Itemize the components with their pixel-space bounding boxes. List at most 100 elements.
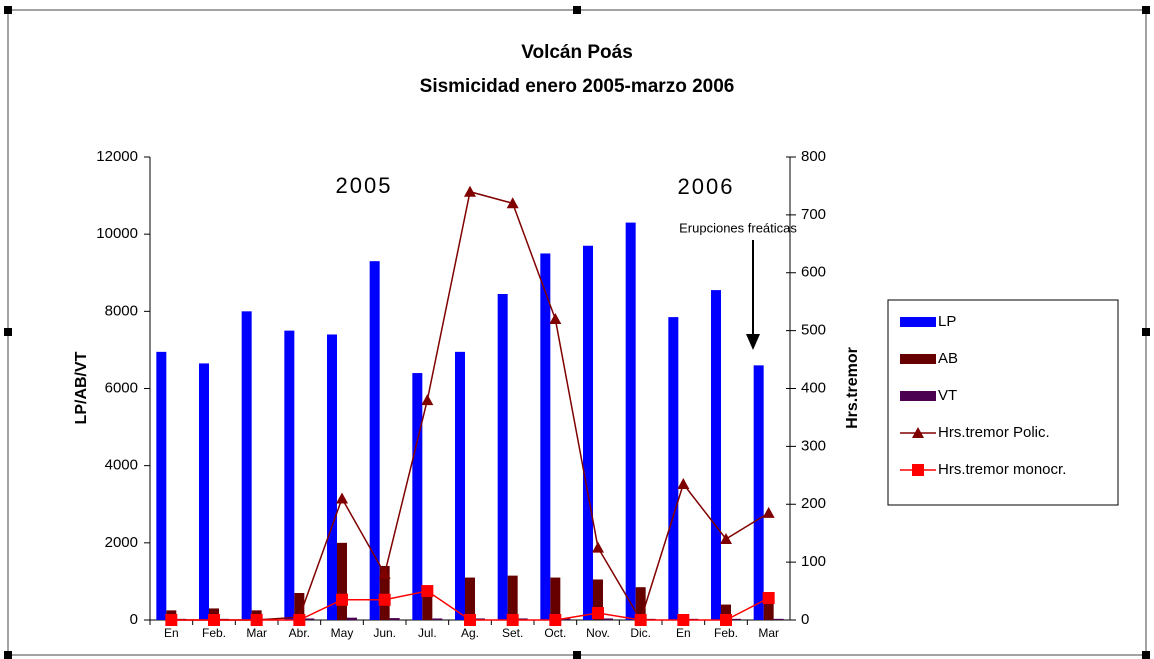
x-tick-label: Oct. [544, 626, 566, 640]
y2-tick-label: 100 [801, 553, 826, 570]
annotation: Erupciones freáticas [679, 220, 797, 235]
marker [421, 394, 434, 406]
marker [549, 614, 562, 626]
annotation: 2006 [678, 174, 735, 199]
bar [560, 618, 571, 620]
bar [593, 579, 603, 620]
x-tick-label: Ag. [461, 626, 479, 640]
bar [379, 565, 390, 620]
chart-subtitle: Sismicidad enero 2005-marzo 2006 [420, 76, 735, 97]
marker [464, 614, 476, 626]
frame-handles [4, 6, 1150, 659]
line [171, 190, 770, 622]
bar [389, 618, 400, 620]
marker [421, 585, 434, 598]
bar [635, 587, 646, 620]
marker [464, 185, 476, 197]
legend-swatch [900, 391, 936, 401]
bar [540, 253, 551, 621]
bar [327, 334, 337, 620]
y-tick-label: 2000 [105, 534, 138, 551]
bar [711, 290, 721, 620]
annotation: 2005 [336, 173, 393, 198]
y2-tick-label: 500 [801, 322, 826, 339]
bar [294, 592, 305, 620]
marker [762, 506, 775, 518]
y2-axis-label: Hrs.tremor [844, 347, 861, 429]
legend-swatch [900, 354, 936, 364]
y2-tick-label: 800 [801, 148, 826, 165]
x-tick-label: Abr. [289, 626, 310, 640]
bar [550, 577, 561, 620]
marker [762, 592, 775, 605]
marker [506, 197, 519, 209]
marker [592, 541, 604, 553]
y-tick-label: 0 [130, 611, 138, 628]
y-tick-label: 12000 [96, 148, 138, 165]
legend-label: Hrs.tremor monocr. [938, 461, 1066, 478]
x-tick-label: Mar [758, 626, 779, 640]
bar [731, 618, 741, 620]
bar [475, 618, 485, 620]
bar [625, 222, 636, 620]
marker [677, 614, 690, 626]
x-tick-label: Set. [502, 626, 523, 640]
bar [753, 365, 764, 620]
y2-tick-label: 600 [801, 264, 826, 281]
y2-tick-label: 700 [801, 206, 826, 223]
y-axis-label: LP/AB/VT [73, 351, 90, 424]
bar [773, 618, 784, 620]
legend [887, 299, 1119, 506]
marker [549, 313, 562, 325]
legend-label: Hrs.tremor Polic. [938, 424, 1050, 441]
bar [284, 330, 295, 620]
y-tick-label: 6000 [105, 379, 138, 396]
bar [465, 577, 475, 620]
marker [720, 532, 732, 544]
bar [369, 261, 380, 620]
bar [497, 293, 508, 620]
bar [603, 618, 613, 620]
marker [378, 567, 391, 579]
marker [592, 607, 604, 620]
bar [668, 317, 679, 620]
marker [293, 614, 306, 626]
x-tick-label: Jun. [373, 626, 396, 640]
marker [677, 477, 690, 489]
bar [241, 311, 252, 620]
bar [304, 618, 315, 620]
x-tick-label: May [331, 626, 354, 640]
marker [506, 614, 519, 626]
x-tick-label: Jul. [418, 626, 437, 640]
marker [165, 614, 178, 626]
marker [336, 593, 348, 606]
marker [720, 614, 732, 626]
bar [517, 618, 528, 620]
bar [763, 602, 774, 620]
bar [337, 542, 347, 620]
marker [208, 614, 220, 626]
y-tick-label: 10000 [96, 225, 138, 242]
bar [156, 351, 167, 620]
x-tick-label: En [164, 626, 179, 640]
legend-label: LP [938, 313, 956, 330]
x-tick-label: Dic. [630, 626, 651, 640]
x-tick-label: Mar [246, 626, 267, 640]
bar [347, 617, 357, 620]
legend-label: VT [938, 387, 957, 404]
bar [199, 363, 209, 620]
legend-marker [912, 464, 924, 476]
x-tick-label: Feb. [202, 626, 226, 640]
bar [432, 618, 443, 620]
y-tick-label: 8000 [105, 302, 138, 319]
x-tick-label: En [676, 626, 691, 640]
arrow-head [746, 334, 760, 350]
bar [455, 351, 465, 620]
bar [507, 575, 518, 620]
legend-label: AB [938, 350, 958, 367]
y2-tick-label: 400 [801, 379, 826, 396]
bar [583, 245, 593, 620]
legend-marker [912, 427, 924, 438]
